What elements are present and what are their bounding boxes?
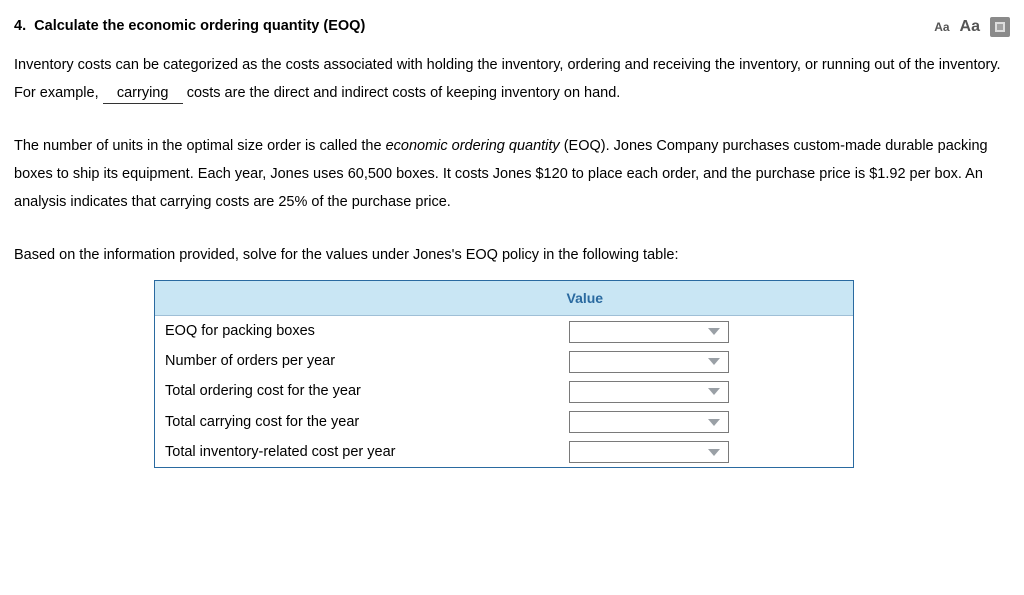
p1-post: costs are the direct and indirect costs … xyxy=(187,85,621,101)
table-row: EOQ for packing boxes xyxy=(155,316,853,347)
p2-pre: The number of units in the optimal size … xyxy=(14,138,386,154)
chevron-down-icon xyxy=(708,358,720,365)
font-size-large-button[interactable]: Aa xyxy=(960,12,980,42)
fill-blank-carrying[interactable]: carrying xyxy=(103,84,183,104)
toolbar: Aa Aa xyxy=(934,12,1010,42)
intro-paragraph-1: Inventory costs can be categorized as th… xyxy=(14,52,1010,107)
table-header-label xyxy=(155,281,559,316)
chevron-down-icon xyxy=(708,388,720,395)
chevron-down-icon xyxy=(708,449,720,456)
p2-italic: economic ordering quantity xyxy=(386,138,560,154)
value-dropdown-ordering-cost[interactable] xyxy=(569,381,729,403)
table-row: Total carrying cost for the year xyxy=(155,407,853,437)
value-dropdown-eoq[interactable] xyxy=(569,321,729,343)
row-label: Total ordering cost for the year xyxy=(155,376,559,406)
value-dropdown-carrying-cost[interactable] xyxy=(569,411,729,433)
notes-icon[interactable] xyxy=(990,17,1010,37)
font-size-small-button[interactable]: Aa xyxy=(934,16,949,39)
intro-paragraph-2: The number of units in the optimal size … xyxy=(14,133,1010,216)
intro-paragraph-3: Based on the information provided, solve… xyxy=(14,242,1010,270)
row-label: Total inventory-related cost per year xyxy=(155,437,559,467)
value-dropdown-total-cost[interactable] xyxy=(569,441,729,463)
chevron-down-icon xyxy=(708,419,720,426)
row-label: EOQ for packing boxes xyxy=(155,316,559,347)
value-dropdown-orders[interactable] xyxy=(569,351,729,373)
question-header: 4. Calculate the economic ordering quant… xyxy=(14,12,1010,42)
table-header-value: Value xyxy=(559,281,853,316)
question-number: 4. xyxy=(14,18,26,34)
table-row: Total inventory-related cost per year xyxy=(155,437,853,467)
table-row: Number of orders per year xyxy=(155,346,853,376)
question-title: 4. Calculate the economic ordering quant… xyxy=(14,13,365,41)
row-label: Number of orders per year xyxy=(155,346,559,376)
question-title-text: Calculate the economic ordering quantity… xyxy=(34,18,365,34)
table-row: Total ordering cost for the year xyxy=(155,376,853,406)
row-label: Total carrying cost for the year xyxy=(155,407,559,437)
eoq-table-container: Value EOQ for packing boxes Number of or… xyxy=(154,280,854,468)
chevron-down-icon xyxy=(708,328,720,335)
eoq-table: Value EOQ for packing boxes Number of or… xyxy=(155,281,853,467)
